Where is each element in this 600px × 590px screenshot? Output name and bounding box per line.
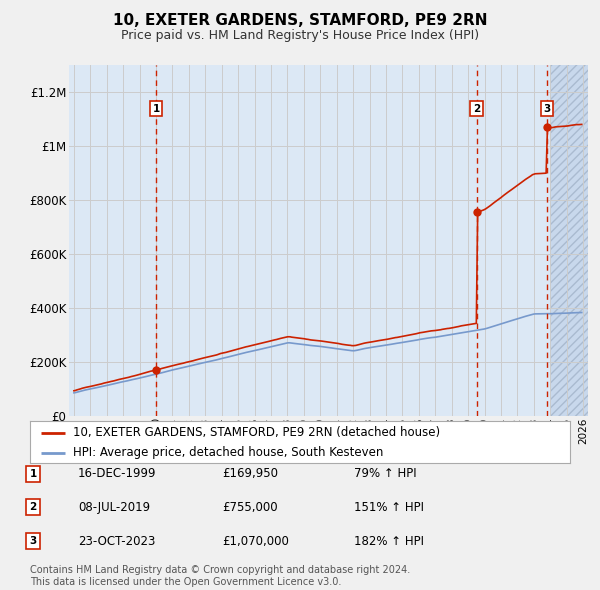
Text: 3: 3 xyxy=(544,104,551,114)
Text: 1: 1 xyxy=(29,469,37,478)
Bar xyxy=(547,65,550,416)
Text: 151% ↑ HPI: 151% ↑ HPI xyxy=(354,501,424,514)
Text: 1: 1 xyxy=(152,104,160,114)
Text: 08-JUL-2019: 08-JUL-2019 xyxy=(78,501,150,514)
Text: Price paid vs. HM Land Registry's House Price Index (HPI): Price paid vs. HM Land Registry's House … xyxy=(121,29,479,42)
Bar xyxy=(550,65,588,416)
Text: Contains HM Land Registry data © Crown copyright and database right 2024.
This d: Contains HM Land Registry data © Crown c… xyxy=(30,565,410,587)
Text: 23-OCT-2023: 23-OCT-2023 xyxy=(78,535,155,548)
Text: 182% ↑ HPI: 182% ↑ HPI xyxy=(354,535,424,548)
Text: 10, EXETER GARDENS, STAMFORD, PE9 2RN: 10, EXETER GARDENS, STAMFORD, PE9 2RN xyxy=(113,13,487,28)
Text: 10, EXETER GARDENS, STAMFORD, PE9 2RN (detached house): 10, EXETER GARDENS, STAMFORD, PE9 2RN (d… xyxy=(73,426,440,439)
Text: 79% ↑ HPI: 79% ↑ HPI xyxy=(354,467,416,480)
Text: 16-DEC-1999: 16-DEC-1999 xyxy=(78,467,157,480)
Text: £1,070,000: £1,070,000 xyxy=(222,535,289,548)
Text: 2: 2 xyxy=(473,104,480,114)
Text: £755,000: £755,000 xyxy=(222,501,278,514)
Text: 3: 3 xyxy=(29,536,37,546)
Text: £169,950: £169,950 xyxy=(222,467,278,480)
Text: 2: 2 xyxy=(29,503,37,512)
Text: HPI: Average price, detached house, South Kesteven: HPI: Average price, detached house, Sout… xyxy=(73,446,383,459)
